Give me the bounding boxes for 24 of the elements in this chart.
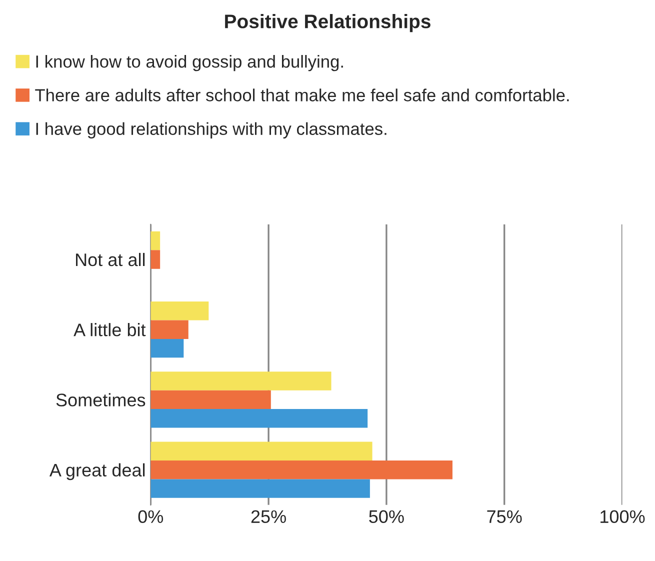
- bar: [150, 409, 368, 428]
- bar: [150, 250, 160, 269]
- bar: [150, 479, 370, 498]
- bar: [150, 302, 209, 320]
- x-tick-label: 100%: [600, 510, 645, 524]
- x-tick-label: 0%: [138, 510, 164, 524]
- bar: [150, 390, 271, 410]
- bar: [150, 372, 332, 390]
- legend-label: There are adults after school that make me feel safe and comfortable.: [35, 88, 569, 102]
- x-tick-label: 50%: [369, 510, 404, 524]
- y-tick-label: A little bit: [74, 323, 146, 336]
- bar: [150, 460, 452, 480]
- y-tick-label: A great deal: [49, 463, 145, 480]
- x-tick-label: 75%: [487, 510, 522, 524]
- legend-label: I know how to avoid gossip and bullying.: [36, 54, 343, 72]
- x-tick-label: 25%: [251, 510, 286, 524]
- bar: [150, 338, 184, 358]
- y-tick-label: Not at all: [76, 252, 145, 266]
- bar: [150, 442, 372, 460]
- chart-title: Positive Relationships: [225, 14, 430, 32]
- bar: [150, 231, 160, 250]
- legend-label: I have good relationships with my classmates.: [36, 122, 386, 138]
- y-tick-label: Sometimes: [56, 393, 146, 406]
- bar: [150, 320, 188, 339]
